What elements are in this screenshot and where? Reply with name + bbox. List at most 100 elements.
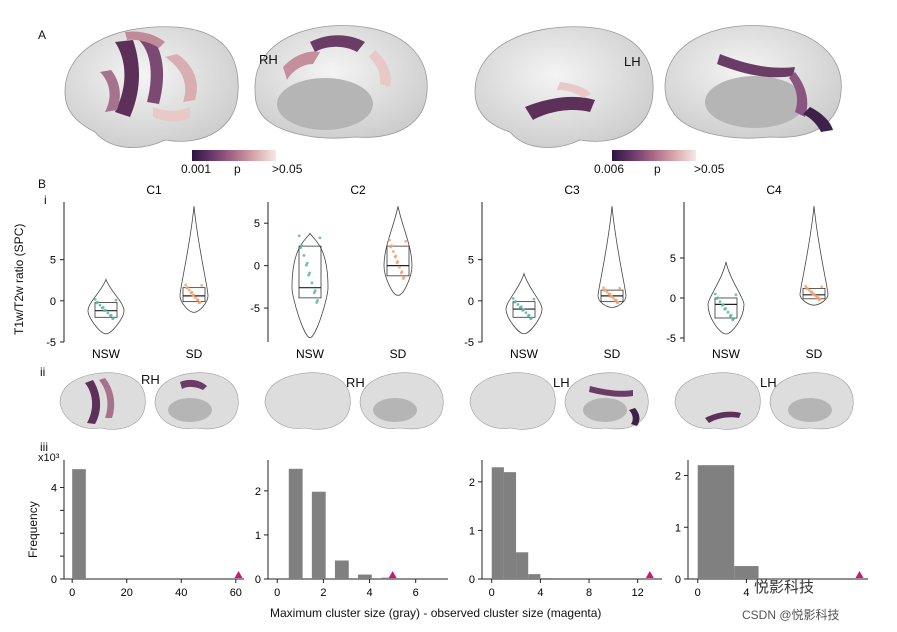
violin-point xyxy=(513,300,517,304)
hist-bar xyxy=(503,472,517,579)
hist-bar xyxy=(358,574,372,579)
violin-point xyxy=(393,255,397,259)
violin-point xyxy=(404,239,408,243)
violin-title: C2 xyxy=(350,183,366,197)
hist-ytick-label: 0 xyxy=(255,574,261,586)
violin-title: C3 xyxy=(564,183,580,197)
panel-label-b: B xyxy=(38,177,47,191)
hist-xtick-label: 60 xyxy=(230,587,242,599)
violin-point xyxy=(197,301,201,305)
violin-point xyxy=(315,301,319,304)
violin-point xyxy=(609,295,613,298)
violin-point xyxy=(718,300,722,303)
violin-point xyxy=(307,273,311,277)
violin-category-label: SD xyxy=(806,347,823,360)
violin-shape-nsw xyxy=(291,232,329,339)
violin-point xyxy=(189,291,193,295)
hist-xtick-label: 0 xyxy=(489,587,495,599)
violin-ytick-label: 5 xyxy=(50,255,56,267)
violin-ytick-label: 0 xyxy=(50,296,56,308)
violin-point xyxy=(511,297,515,300)
hist-observed-marker xyxy=(855,571,864,578)
violin-point xyxy=(108,314,112,318)
row2-label-2: RH xyxy=(346,375,365,390)
violin-point xyxy=(111,317,115,321)
violin-point xyxy=(103,309,107,313)
hist-observed-marker xyxy=(645,571,654,578)
lh-colorbar-max: >0.05 xyxy=(694,162,725,176)
violin-category-label: SD xyxy=(390,347,407,360)
violin-point xyxy=(391,250,395,253)
violin-point xyxy=(95,301,99,305)
watermark-line1: 悦影科技 xyxy=(754,579,815,596)
rh-colorbar-min: 0.001 xyxy=(181,162,212,176)
violin-point xyxy=(395,261,399,265)
violin-ytick-label: -5 xyxy=(666,333,676,345)
row2-brain-c2 xyxy=(264,372,444,430)
violin-point xyxy=(605,290,609,294)
violin-ytick-label: 5 xyxy=(670,253,676,265)
violin-title: C1 xyxy=(146,183,162,197)
row2-label-3: LH xyxy=(553,375,570,390)
hist-ytick-label: 2 xyxy=(469,477,475,489)
violin-category-label: SD xyxy=(186,347,203,360)
watermark-line2: CSDN @悦影科技 xyxy=(742,608,840,622)
row2-label-1: RH xyxy=(141,372,160,387)
violin-point xyxy=(304,263,308,267)
panel-label-a: A xyxy=(38,28,47,42)
hist-ytick-label: 2 xyxy=(255,486,261,498)
violin-point xyxy=(98,303,102,307)
row2-label-4: LH xyxy=(760,375,777,390)
violin-point xyxy=(726,310,730,314)
violin-point xyxy=(297,234,301,238)
hist-ytick-label: 1 xyxy=(675,522,681,534)
violin-point xyxy=(389,245,393,249)
violin-point xyxy=(607,292,611,296)
violin-shape-sd xyxy=(799,205,829,306)
violin-point xyxy=(299,246,303,250)
panel-label-bii: ii xyxy=(40,365,46,379)
rh-lateral-brain xyxy=(64,26,239,148)
violin-title: C4 xyxy=(766,183,782,197)
hist-bar xyxy=(528,574,541,579)
violin-ytick-label: 0 xyxy=(254,261,260,273)
violin-charts: -5 0 5 C1 NSW SD -5 0 5 C2 NSW SD -5 0 5 C3 NSW SD -5 0 5 C4 N… xyxy=(46,183,829,360)
violin-shape-sd xyxy=(383,206,413,296)
violin-point xyxy=(521,309,525,312)
hist-scale: x10³ xyxy=(38,452,60,464)
violin-point xyxy=(401,277,405,280)
violin-point xyxy=(723,307,727,311)
violin-point xyxy=(200,284,204,287)
hist-bar xyxy=(516,552,529,579)
violin-point xyxy=(814,294,817,298)
violin-category-label: NSW xyxy=(712,347,741,360)
violin-point xyxy=(194,296,197,299)
hist-xtick-label: 4 xyxy=(366,587,372,599)
violin-box-sd xyxy=(386,245,410,277)
violin-point xyxy=(302,254,306,257)
hist-bar xyxy=(734,566,759,579)
hist-observed-marker xyxy=(388,571,397,578)
violin-point xyxy=(820,285,824,289)
violin-point xyxy=(728,314,732,318)
violin-shape-nsw xyxy=(505,272,543,335)
violin-point xyxy=(815,296,819,300)
violin-point xyxy=(191,294,195,297)
violin-point xyxy=(804,284,807,288)
violin-point xyxy=(713,292,717,296)
violin-point xyxy=(817,298,821,302)
violin-point xyxy=(529,317,533,321)
violin-shape-nsw xyxy=(87,278,125,335)
violin-category-label: NSW xyxy=(296,347,325,360)
violin-box-sd xyxy=(802,288,826,300)
violin-point xyxy=(807,288,811,292)
violin-point xyxy=(602,286,605,290)
violin-point xyxy=(720,304,724,307)
violin-point xyxy=(615,301,619,305)
violin-point xyxy=(532,297,536,301)
hist-xtick-label: 40 xyxy=(175,587,187,599)
hist-xtick-label: 0 xyxy=(69,587,75,599)
hist-xtick-label: 20 xyxy=(121,587,133,599)
violin-point xyxy=(526,314,530,318)
